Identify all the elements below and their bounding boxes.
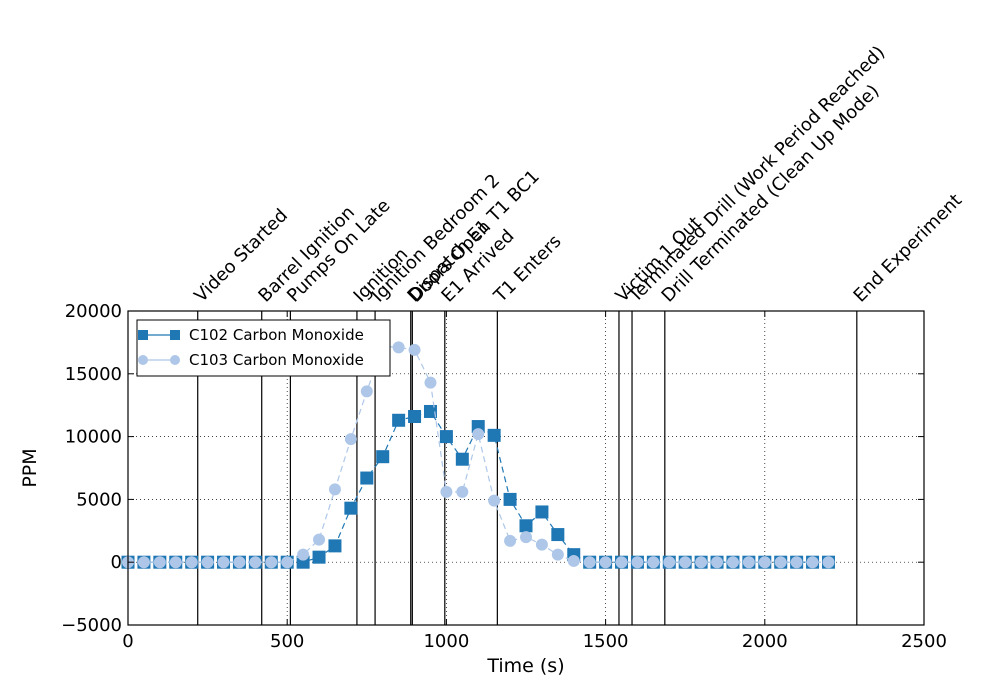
y-tick-label: 0: [111, 552, 122, 573]
data-point: [774, 556, 787, 569]
data-point: [472, 428, 485, 441]
data-point: [726, 556, 739, 569]
data-point: [822, 556, 835, 569]
y-axis-label: PPM: [19, 448, 41, 487]
series-2: [122, 340, 835, 569]
data-point: [520, 531, 532, 544]
x-tick-label: 2500: [901, 631, 947, 652]
legend: C102 Carbon Monoxide C103 Carbon Monoxide: [136, 319, 391, 377]
legend-marker: [170, 355, 180, 365]
legend-marker: [138, 330, 148, 340]
data-point: [567, 554, 580, 567]
x-axis-label: Time (s): [486, 655, 564, 677]
y-tick-label: 15000: [65, 364, 122, 385]
legend-entry: C103 Carbon Monoxide: [138, 351, 364, 369]
data-point: [392, 413, 406, 427]
data-point: [599, 556, 612, 569]
data-point: [376, 450, 390, 464]
data-point: [408, 343, 421, 356]
data-point: [344, 433, 357, 446]
data-point: [806, 556, 819, 569]
data-point: [551, 548, 564, 561]
data-point: [742, 556, 755, 569]
legend-box: [136, 319, 391, 377]
data-point: [328, 483, 341, 496]
data-point: [455, 452, 469, 466]
data-point: [185, 556, 198, 569]
x-tick-label: 1500: [583, 631, 629, 652]
x-tick-label: 0: [122, 631, 133, 652]
x-tick-label: 1000: [423, 631, 469, 652]
data-point: [408, 410, 422, 424]
y-tick-label: 10000: [65, 427, 122, 448]
event-label: Terminated Drill (Work Period Reached): [624, 42, 889, 307]
axis-ticks: 0 500 1000 1500 2000 2500−5000050001000015000…: [61, 301, 947, 652]
data-point: [281, 556, 294, 569]
data-point: [679, 556, 692, 569]
data-point: [313, 533, 326, 546]
legend-entry: C102 Carbon Monoxide: [138, 326, 364, 344]
data-point: [217, 556, 230, 569]
data-point: [249, 556, 262, 569]
data-point: [392, 341, 405, 354]
plot-area-frame: [127, 310, 925, 626]
data-point: [360, 385, 373, 398]
data-point: [504, 534, 517, 547]
data-point: [440, 485, 453, 498]
data-point: [265, 556, 278, 569]
y-tick-label: 20000: [65, 301, 122, 322]
data-point: [456, 485, 469, 498]
legend-label: C103 Carbon Monoxide: [189, 351, 364, 369]
data-point: [695, 556, 708, 569]
legend-marker: [138, 355, 148, 365]
data-point: [201, 556, 214, 569]
event-label: Drill Terminated (Clean Up Mode): [658, 81, 884, 307]
y-tick-label: −5000: [61, 615, 122, 636]
data-series: [121, 340, 835, 569]
data-point: [153, 556, 166, 569]
data-point: [423, 404, 437, 418]
data-point: [583, 556, 596, 569]
data-point: [647, 556, 660, 569]
data-point: [663, 556, 676, 569]
data-point: [551, 528, 565, 542]
y-tick-label: 5000: [76, 489, 122, 510]
data-point: [487, 428, 501, 442]
data-point: [137, 556, 150, 569]
data-point: [344, 501, 358, 515]
data-point: [297, 548, 310, 561]
x-tick-label: 2000: [742, 631, 788, 652]
legend-entries: C102 Carbon Monoxide C103 Carbon Monoxide: [138, 326, 364, 369]
data-point: [488, 494, 501, 507]
data-point: [233, 556, 246, 569]
data-point: [328, 539, 342, 553]
series-line: [128, 345, 829, 563]
data-point: [312, 550, 326, 564]
data-point: [535, 505, 549, 519]
data-point: [424, 376, 437, 389]
data-point: [631, 556, 644, 569]
legend-marker: [170, 330, 180, 340]
data-point: [169, 556, 182, 569]
data-point: [535, 538, 548, 551]
data-point: [615, 556, 628, 569]
data-point: [439, 430, 453, 444]
data-point: [711, 556, 724, 569]
event-label: End Experiment: [850, 190, 967, 307]
x-tick-label: 500: [270, 631, 304, 652]
data-point: [790, 556, 803, 569]
data-point: [519, 519, 533, 533]
data-point: [758, 556, 771, 569]
data-point: [503, 492, 517, 506]
legend-label: C102 Carbon Monoxide: [189, 326, 364, 344]
data-point: [360, 471, 374, 485]
